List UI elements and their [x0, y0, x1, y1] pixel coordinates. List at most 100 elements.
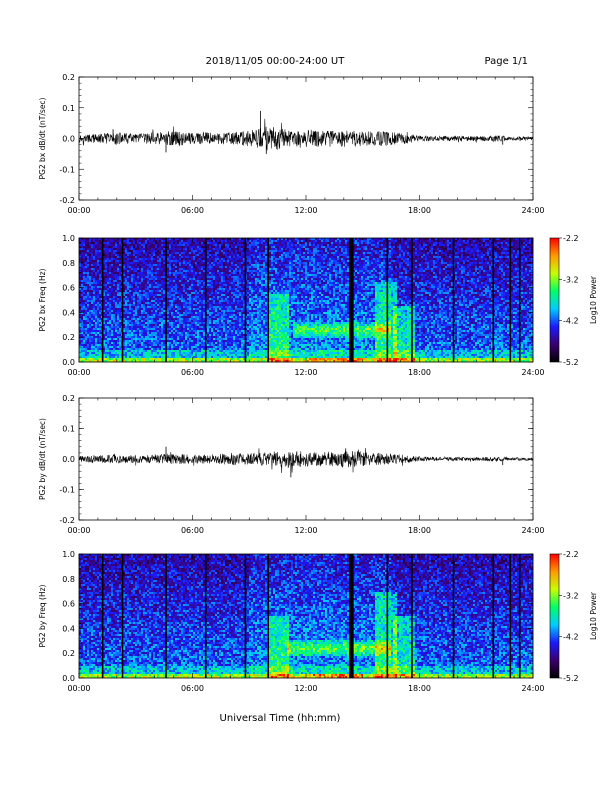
spectrogram-cell — [169, 264, 171, 266]
spectrogram-cell — [383, 266, 385, 268]
spectrogram-cell — [433, 268, 435, 270]
spectrogram-cell — [339, 254, 341, 256]
spectrogram-cell — [481, 252, 483, 254]
spectrogram-cell — [133, 262, 135, 264]
spectrogram-cell — [139, 274, 141, 276]
spectrogram-cell — [233, 262, 235, 264]
spectrogram-cell — [517, 240, 519, 242]
spectrogram-cell — [501, 258, 503, 260]
spectrogram-cell — [513, 256, 515, 258]
spectrogram-cell — [449, 264, 451, 266]
spectrogram-cell — [189, 280, 191, 282]
spectrogram-cell — [93, 270, 95, 272]
spectrogram-cell — [497, 268, 499, 270]
spectrogram-cell — [499, 272, 501, 274]
spectrogram-cell — [459, 278, 461, 280]
spectrogram-cell — [503, 246, 505, 248]
spectrogram-cell — [417, 264, 419, 266]
spectrogram-cell — [173, 246, 175, 248]
spectrogram-cell — [167, 248, 169, 250]
spectrogram-cell — [197, 278, 199, 280]
spectrogram-cell — [313, 278, 315, 280]
spectrogram-cell — [345, 264, 347, 266]
spectrogram-cell — [217, 266, 219, 268]
spectrogram-cell — [299, 272, 301, 274]
spectrogram-cell — [227, 250, 229, 252]
spectrogram-cell — [225, 256, 227, 258]
spectrogram-cells — [79, 238, 533, 362]
spectrogram-cell — [397, 260, 399, 262]
spectrogram-cell — [227, 276, 229, 278]
spectrogram-cell — [525, 272, 527, 274]
spectrogram-cell — [221, 250, 223, 252]
spectrogram-cell — [155, 242, 157, 244]
spectrogram-cell — [399, 262, 401, 264]
spectrogram-cell — [281, 274, 283, 276]
spectrogram-cell — [237, 254, 239, 256]
spectrogram-cell — [469, 254, 471, 256]
spectrogram-cell — [253, 274, 255, 276]
spectrogram-cell — [273, 278, 275, 280]
spectrogram-cell — [301, 274, 303, 276]
spectrogram-cell — [273, 242, 275, 244]
spectrogram-cell — [359, 262, 361, 264]
spectrogram-cell — [237, 278, 239, 280]
spectrogram-cell — [373, 264, 375, 266]
spectrogram-cell — [213, 242, 215, 244]
spectrogram-cell — [155, 258, 157, 260]
spectrogram-cell — [129, 276, 131, 278]
spectrogram-cell — [331, 246, 333, 248]
spectrogram-cell — [521, 274, 523, 276]
spectrogram-cell — [169, 270, 171, 272]
spectrogram-cell — [307, 272, 309, 274]
spectrogram-cell — [341, 266, 343, 268]
spectrogram-cell — [303, 258, 305, 260]
spectrogram-cell — [303, 242, 305, 244]
spectrogram-cell — [315, 246, 317, 248]
spectrogram-cell — [443, 248, 445, 250]
spectrogram-cell — [149, 260, 151, 262]
spectrogram-cell — [325, 276, 327, 278]
spectrogram-cell — [253, 270, 255, 272]
spectrogram-cell — [413, 250, 415, 252]
spectrogram-cell — [231, 258, 233, 260]
spectrogram-cell — [259, 246, 261, 248]
spectrogram-cell — [133, 276, 135, 278]
spectrogram-cell — [97, 264, 99, 266]
spectrogram-cell — [529, 250, 531, 252]
spectrogram-cell — [191, 262, 193, 264]
spectrogram-cell — [445, 276, 447, 278]
spectrogram-cell — [339, 242, 341, 244]
spectrogram-cell — [459, 264, 461, 266]
spectrogram-cell — [515, 278, 517, 280]
spectrogram-cell — [309, 240, 311, 242]
spectrogram-cell — [287, 272, 289, 274]
spectrogram-cell — [113, 244, 115, 246]
spectrogram-cell — [195, 266, 197, 268]
spectrogram-cell — [467, 256, 469, 258]
spectrogram-cell — [247, 254, 249, 256]
spectrogram-cell — [93, 262, 95, 264]
spectrogram-cell — [443, 264, 445, 266]
spectrogram-cell — [479, 266, 481, 268]
spectrogram-cell — [423, 250, 425, 252]
spectrogram-cell — [289, 272, 291, 274]
spectrogram-cell — [211, 256, 213, 258]
spectrogram-cell — [395, 256, 397, 258]
spectrogram-cell — [197, 262, 199, 264]
spectrogram-cell — [125, 276, 127, 278]
spectrogram-cell — [407, 252, 409, 254]
spectrogram-cell — [375, 256, 377, 258]
spectrogram-cell — [427, 276, 429, 278]
spectrogram-cell — [163, 242, 165, 244]
spectrogram-cell — [279, 254, 281, 256]
spectrogram-cell — [297, 268, 299, 270]
spectrogram-cell — [283, 260, 285, 262]
spectrogram-cell — [147, 258, 149, 260]
spectrogram-cell — [393, 256, 395, 258]
spectrogram-cell — [229, 264, 231, 266]
spectrogram-cell — [139, 280, 141, 282]
spectrogram-cell — [339, 264, 341, 266]
spectrogram-cell — [85, 276, 87, 278]
spectrogram-cell — [131, 274, 133, 276]
